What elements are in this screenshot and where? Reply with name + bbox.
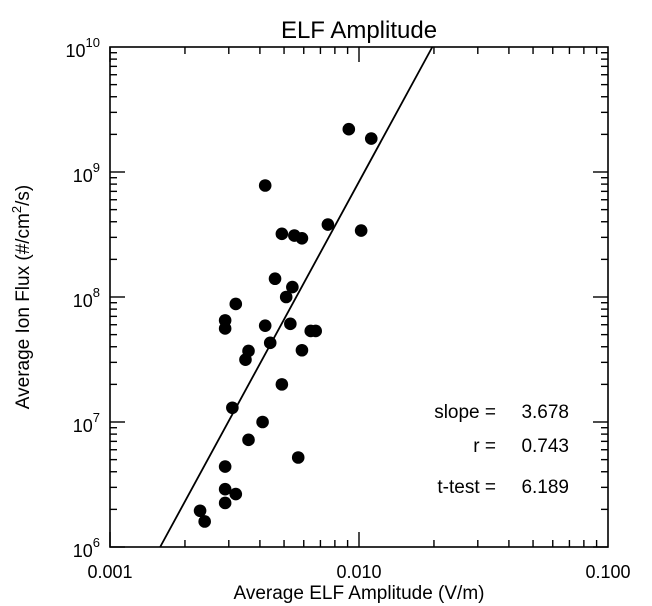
- stat-ttest-label: t-test =: [437, 477, 496, 498]
- axis-ticks: [109, 47, 608, 548]
- x-tick-label: 0.100: [585, 562, 630, 582]
- y-tick-exp: 8: [93, 285, 100, 300]
- data-point: [354, 224, 368, 237]
- data-point: [218, 322, 232, 335]
- data-point: [239, 353, 252, 367]
- data-point: [309, 324, 322, 338]
- y-tick-exp: 7: [93, 410, 100, 425]
- y-tick-base: 10: [73, 416, 93, 436]
- data-point: [193, 504, 207, 518]
- data-point: [275, 227, 289, 241]
- y-tick-exp: 10: [86, 35, 100, 50]
- data-point: [342, 122, 356, 136]
- data-point: [229, 297, 243, 311]
- stat-r-label: r =: [473, 436, 496, 457]
- data-point: [229, 487, 243, 501]
- data-point: [284, 317, 297, 331]
- data-point: [291, 451, 305, 464]
- x-axis-label: Average ELF Amplitude (V/m): [234, 583, 485, 604]
- y-axis-label: Average Ion Flux (#/cm2/s): [9, 185, 34, 409]
- data-point: [218, 496, 232, 510]
- y-tick-base: 10: [73, 541, 93, 561]
- y-tick-base: 10: [66, 41, 86, 61]
- y-axis-label-exp: 2: [9, 206, 24, 213]
- fit-line: [159, 46, 434, 548]
- y-axis-label-tail: /s): [13, 185, 34, 206]
- y-tick-base: 10: [73, 166, 93, 186]
- data-point: [295, 231, 309, 245]
- data-point: [268, 272, 282, 286]
- data-point: [275, 378, 289, 391]
- data-point: [218, 482, 232, 496]
- data-point: [258, 319, 272, 332]
- y-tick-label: 107: [73, 410, 100, 436]
- data-point: [258, 179, 272, 192]
- y-tick-exp: 6: [93, 535, 100, 550]
- data-point: [218, 460, 232, 473]
- stat-slope-label: slope =: [434, 402, 496, 423]
- y-tick-label: 108: [73, 285, 100, 311]
- y-tick-label: 109: [73, 160, 100, 186]
- data-point: [242, 433, 255, 447]
- stat-ttest-value: 6.189: [521, 477, 569, 498]
- data-point: [279, 290, 293, 304]
- data-point: [263, 336, 277, 350]
- chart-title: ELF Amplitude: [281, 17, 437, 44]
- data-point: [226, 401, 239, 415]
- fit-statistics: slope = 3.678 r = 0.743 t-test = 6.189: [434, 402, 569, 498]
- data-point: [198, 515, 211, 528]
- plot-frame: [109, 46, 609, 548]
- data-point: [321, 218, 335, 231]
- x-tick-label: 0.001: [87, 562, 132, 582]
- y-tick-label: 1010: [66, 35, 101, 61]
- x-tick-label: 0.010: [336, 562, 381, 582]
- data-point: [295, 343, 309, 357]
- y-tick-base: 10: [73, 291, 93, 311]
- data-point: [286, 280, 299, 294]
- data-points: [193, 122, 378, 528]
- y-tick-exp: 9: [93, 160, 100, 175]
- data-point: [256, 415, 269, 429]
- stat-r-value: 0.743: [521, 436, 569, 457]
- data-point: [364, 132, 378, 145]
- y-tick-label: 106: [73, 535, 100, 561]
- y-axis-label-main: Average Ion Flux (#/cm: [13, 213, 34, 409]
- stat-slope-value: 3.678: [521, 402, 569, 423]
